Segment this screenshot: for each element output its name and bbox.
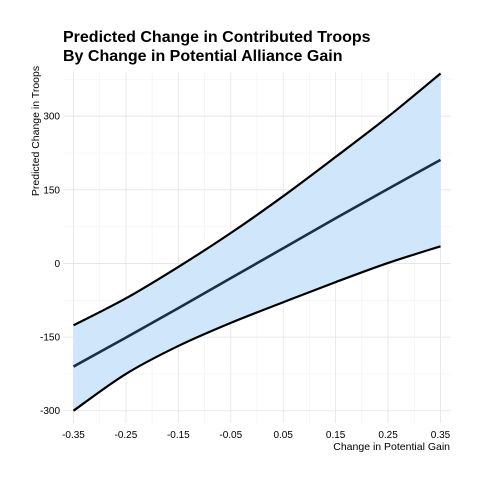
x-tick-label: 0.35 — [431, 430, 451, 441]
x-tick-label: -0.05 — [219, 430, 242, 441]
y-axis-tick-labels: -300 -150 0 150 300 — [40, 112, 60, 418]
y-tick-label: -300 — [40, 406, 60, 417]
y-axis-label: Predicted Change in Troops — [30, 66, 42, 196]
y-tick-label: 300 — [43, 112, 60, 123]
x-tick-label: 0.15 — [326, 430, 346, 441]
chart-title: Predicted Change in Contributed Troops B… — [63, 29, 371, 65]
lower-bound-line — [72, 245, 441, 412]
x-tick-label: 0.05 — [273, 430, 293, 441]
x-axis-tick-labels: -0.35 -0.25 -0.15 -0.05 0.05 0.15 0.25 0.35 — [62, 430, 451, 441]
y-tick-label: 0 — [54, 259, 60, 270]
x-tick-label: -0.35 — [62, 430, 85, 441]
y-tick-label: -150 — [40, 333, 60, 344]
series-lines — [72, 72, 442, 412]
x-tick-label: 0.25 — [378, 430, 398, 441]
x-tick-label: -0.15 — [167, 430, 190, 441]
confidence-band — [73, 73, 441, 411]
chart-title-line-2: By Change in Potential Alliance Gain — [63, 48, 342, 65]
y-tick-label: 150 — [43, 185, 60, 196]
x-axis-label: Change in Potential Gain — [333, 441, 450, 453]
chart-title-line-1: Predicted Change in Contributed Troops — [63, 29, 371, 46]
estimate-line — [72, 158, 442, 368]
upper-bound-line — [72, 72, 442, 327]
x-tick-label: -0.25 — [115, 430, 138, 441]
